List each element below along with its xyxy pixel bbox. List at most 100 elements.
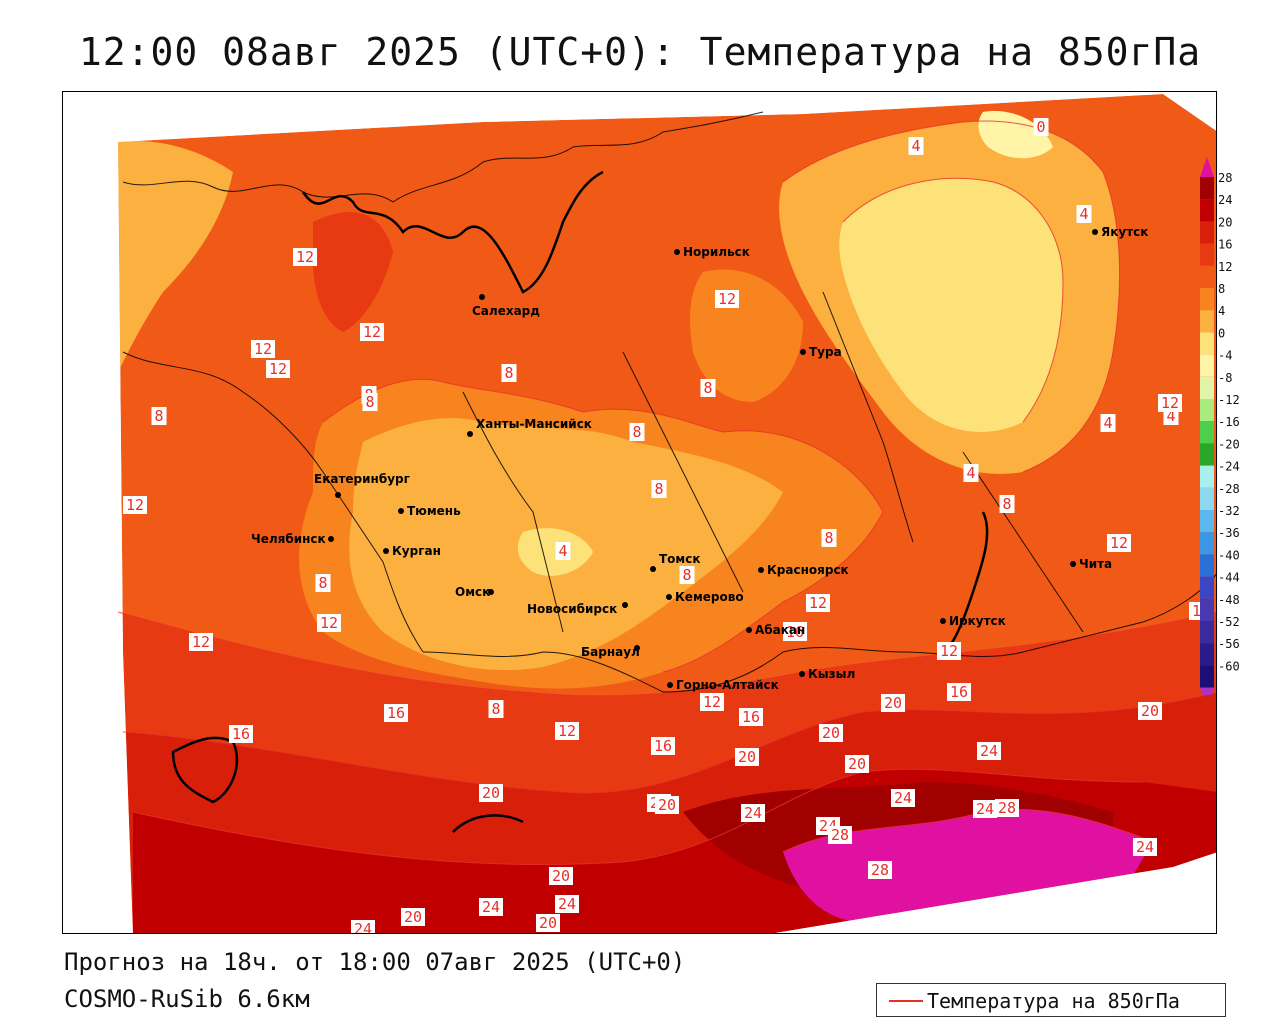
city-dot [799,671,805,677]
colorbar-tick-label: -32 [1218,504,1240,518]
city-marker: Челябинск [251,532,334,546]
city-marker: Салехард [472,294,540,318]
city-dot [488,589,494,595]
map-title: 12:00 08авг 2025 (UTC+0): Температура на… [78,30,1202,74]
contour-label-box [189,633,213,651]
contour-label-box [1107,534,1131,552]
contour-label-text: 12 [558,722,576,740]
contour-label-text: 28 [831,826,849,844]
contour-label: 4 [1100,414,1116,432]
contour-label-text: 0 [1036,118,1045,136]
colorbar-tick-label: -56 [1218,637,1240,651]
contour-labels: 0444444888888888888121212121212121212121… [123,118,1213,934]
city-marker: Тура [800,345,842,359]
colorbar-tick-label: 16 [1218,238,1232,252]
colorbar-swatch [1200,265,1214,288]
contour-label: 28 [868,861,892,879]
colorbar-swatch [1200,376,1214,399]
contour-label-text: 20 [738,748,756,766]
contour-label-box [555,895,579,913]
city-dot [467,431,473,437]
city-dot [667,682,673,688]
contour-label-box [229,725,253,743]
contour-label: 12 [806,594,830,612]
contour-label-box [977,742,1001,760]
contour-label: 16 [739,708,763,726]
isotherm-line-sample [889,1000,923,1002]
city-marker: Барнаул [581,645,640,659]
city-label: Норильск [683,245,750,259]
contour-label-text: 24 [354,920,372,934]
colorbar-swatch [1200,243,1214,266]
contour-label-box [783,623,807,641]
colorbar-tick-label: -8 [1218,371,1232,385]
contour-label-text: 16 [742,708,760,726]
contour-label-text: 24 [976,800,994,818]
contour-label-box [1158,394,1182,412]
city-label: Екатеринбург [314,472,410,486]
colorbar-tick-label: 4 [1218,304,1225,318]
contour-label-box [700,379,716,397]
contour-label-box [501,364,517,382]
contour-label: 20 [401,908,425,926]
city-label: Чита [1079,557,1112,571]
contour-label-box [995,799,1019,817]
model-caption: COSMO-RuSib 6.6км [64,985,310,1013]
contour-label: 24 [891,789,915,807]
contour-label-text: 24 [980,742,998,760]
contour-label: 12 [266,360,290,378]
contour-label-text: 12 [296,248,314,266]
contour-label-text: 24 [894,789,912,807]
contour-label: 28 [828,826,852,844]
city-label: Красноярск [767,563,849,577]
contour-label-box [555,542,571,560]
legend-ticks: 28 24 20 16 12 8 4 0 -4 -8 -12 -16 -20 -24 -28 -32 -36 -4… [1218,171,1240,673]
colorbar-tick-label: -48 [1218,593,1240,607]
contour-label-box [999,495,1015,513]
city-marker: Красноярск [758,563,849,577]
temperature-map: 0444444888888888888121212121212121212121… [63,92,1216,934]
colorbar-swatch [1200,421,1214,444]
contour-label-text: 12 [254,340,272,358]
contour-label: 8 [651,480,667,498]
contour-label-text: 12 [192,633,210,651]
contour-label: 8 [362,393,378,411]
isotherm-lines [117,120,1216,866]
contour-label: 8 [700,379,716,397]
colorbar-swatch [1200,621,1214,644]
contour-label-box [651,480,667,498]
contour-label: 0 [1033,118,1049,136]
city-marker: Новосибирск [527,602,628,616]
contour-label: 8 [999,495,1015,513]
city-marker: Омск [455,585,494,599]
contour-label-box [549,867,573,885]
contour-label-text: 12 [703,693,721,711]
contour-label: 12 [189,633,213,651]
contour-label-box [735,748,759,766]
contour-label-box [845,755,869,773]
colorbar-swatch [1200,399,1214,422]
contour-label-text: 4 [911,137,920,155]
colorbar-tick-label: -4 [1218,349,1232,363]
contour-label-text: 8 [824,529,833,547]
borders [122,111,1216,693]
city-label: Новосибирск [527,602,617,616]
colorbar-bottom-arrow [1200,687,1214,695]
contour-label-text: 4 [1103,414,1112,432]
contour-label-box [360,323,384,341]
contour-label-text: 20 [848,755,866,773]
city-marker: Иркутск [940,614,1006,628]
contour-label-box [891,789,915,807]
contour-label-box [479,898,503,916]
colorbar-swatch [1200,443,1214,466]
city-label: Томск [659,552,701,566]
city-label: Кызыл [808,667,855,681]
colorbar-swatch [1200,598,1214,621]
city-dot [940,618,946,624]
contour-label-text: 8 [318,574,327,592]
contour-label-box [1138,702,1162,720]
contour-label-text: 12 [940,642,958,660]
contour-label: 8 [501,364,517,382]
contour-label: 12 [937,642,961,660]
contour-label-box [881,694,905,712]
